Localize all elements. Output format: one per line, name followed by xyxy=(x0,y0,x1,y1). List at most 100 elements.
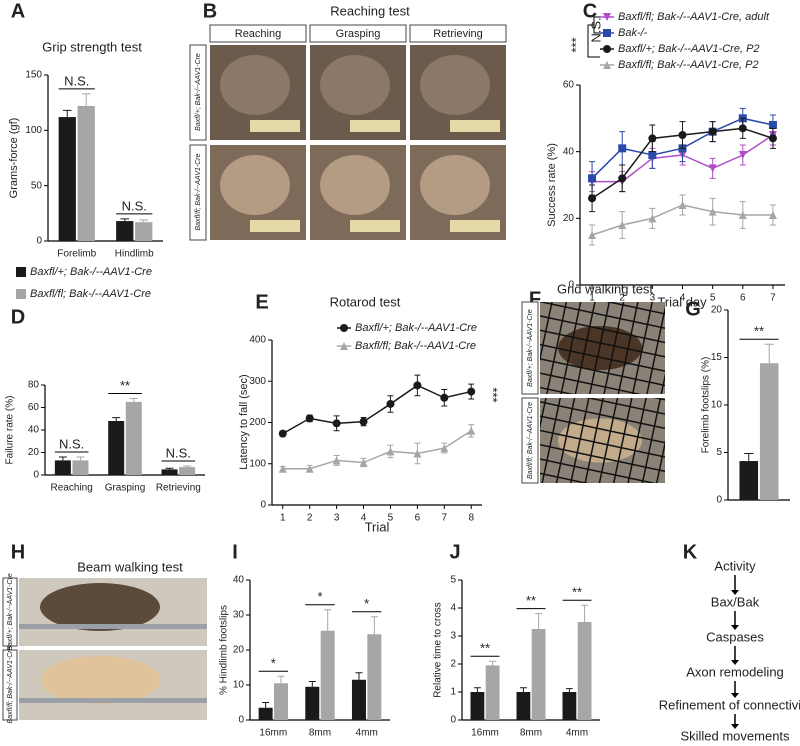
bar xyxy=(258,707,273,720)
flow-arrowhead xyxy=(731,724,739,729)
x-tick-label: 16mm xyxy=(259,728,287,739)
bar xyxy=(161,469,178,475)
error-bar xyxy=(129,398,138,402)
point xyxy=(708,127,717,136)
panel-label: D xyxy=(11,306,25,328)
annotation: N.S. xyxy=(59,436,84,451)
y-tick-label: 1 xyxy=(450,687,456,698)
point xyxy=(467,387,476,396)
error-bar xyxy=(308,681,316,687)
point xyxy=(678,131,687,139)
y-tick-label: 10 xyxy=(233,680,245,691)
point xyxy=(588,194,597,203)
annotation: N.S. xyxy=(588,17,603,42)
bar xyxy=(367,634,382,720)
row-label-box xyxy=(2,577,18,647)
x-tick-label: 4 xyxy=(680,293,686,304)
x-tick-label: 8mm xyxy=(309,728,331,739)
panel-title: Grid walking test xyxy=(557,281,653,296)
flow-step: Skilled movements xyxy=(680,728,790,743)
photo-beam xyxy=(19,624,207,629)
bar xyxy=(577,622,592,720)
error-bar xyxy=(565,688,573,692)
x-tick-label: 8mm xyxy=(520,728,542,739)
y-axis-label: Grams-force (gf) xyxy=(8,118,20,199)
annotation: * xyxy=(364,596,369,611)
error-bar xyxy=(324,609,332,631)
error-bar xyxy=(58,456,67,461)
point xyxy=(648,214,657,223)
y-tick-label: 0 xyxy=(716,495,722,506)
x-tick-label: 8 xyxy=(468,513,474,524)
bar xyxy=(274,683,289,720)
point xyxy=(768,134,777,143)
panel-label: B xyxy=(203,0,217,22)
y-axis-label: Forelimb footslips (%) xyxy=(701,357,712,454)
y-tick-label: 150 xyxy=(25,70,42,81)
point xyxy=(618,144,627,153)
panel-label: J xyxy=(449,541,460,563)
bar xyxy=(305,686,320,720)
chart-title: Rotarod test xyxy=(330,294,401,309)
panel-label: H xyxy=(11,541,25,563)
bar xyxy=(485,665,500,720)
y-tick-label: 4 xyxy=(450,603,456,614)
bracket xyxy=(587,16,600,58)
legend-label: Baxfl/fl; Bak-/--AAV1-Cre, P2 xyxy=(618,59,759,71)
column-header xyxy=(309,24,407,43)
y-tick-label: 80 xyxy=(28,380,40,391)
legend-marker xyxy=(340,324,348,332)
x-tick-label: 3 xyxy=(334,513,340,524)
photo-mouse xyxy=(40,656,160,704)
x-tick-label: 6 xyxy=(415,513,421,524)
y-tick-label: 30 xyxy=(233,610,245,621)
annotation: N.S. xyxy=(64,73,89,88)
panel-title: Reaching test xyxy=(330,3,410,18)
y-tick-label: 20 xyxy=(563,213,575,224)
row-label: Baxfl/+; Bak-/--AAV1-Cre xyxy=(195,53,202,131)
y-tick-label: 400 xyxy=(249,335,266,346)
annotation: ** xyxy=(120,378,130,393)
x-tick-label: 5 xyxy=(388,513,394,524)
legend-label: Baxfl/+; Bak-/--AAV1-Cre xyxy=(30,266,152,278)
bar xyxy=(531,629,546,720)
point xyxy=(768,211,777,219)
point xyxy=(467,426,476,435)
legend-swatch xyxy=(16,267,26,277)
panel-label: E xyxy=(255,291,268,313)
bar xyxy=(135,222,153,241)
legend-swatch xyxy=(16,289,26,299)
photo-beam xyxy=(19,698,207,703)
flow-step: Caspases xyxy=(706,629,764,644)
x-axis-label: Trial day xyxy=(657,294,707,309)
x-axis-label: Trial xyxy=(365,519,390,534)
error-bar xyxy=(112,417,121,421)
error-bar xyxy=(165,467,174,470)
x-tick-label: 3 xyxy=(650,293,656,304)
row-label: Baxfl/+; Bak-/--AAV1-Cre xyxy=(7,573,14,651)
bar xyxy=(562,692,577,720)
y-tick-label: 3 xyxy=(450,631,456,642)
x-tick-label: Forelimb xyxy=(57,249,96,260)
point xyxy=(332,419,341,428)
x-tick-label: 1 xyxy=(280,513,286,524)
photo-food xyxy=(350,220,400,232)
error-bar xyxy=(519,687,527,692)
y-tick-label: 20 xyxy=(28,447,40,458)
y-axis-label: % Hindlimb footslips xyxy=(219,605,230,695)
x-tick-label: 2 xyxy=(619,293,625,304)
row-label-box xyxy=(521,301,539,395)
point xyxy=(618,174,627,183)
legend-marker xyxy=(603,13,611,21)
annotation: ** xyxy=(754,324,764,339)
point xyxy=(359,458,368,467)
error-bar xyxy=(489,660,497,666)
y-tick-label: 100 xyxy=(249,458,266,469)
point xyxy=(386,399,395,408)
point xyxy=(440,393,449,402)
flow-arrowhead xyxy=(731,625,739,630)
y-tick-label: 0 xyxy=(238,715,244,726)
y-axis-label: Success rate (%) xyxy=(546,143,558,227)
photo-food xyxy=(250,220,300,232)
legend-marker xyxy=(340,342,348,350)
